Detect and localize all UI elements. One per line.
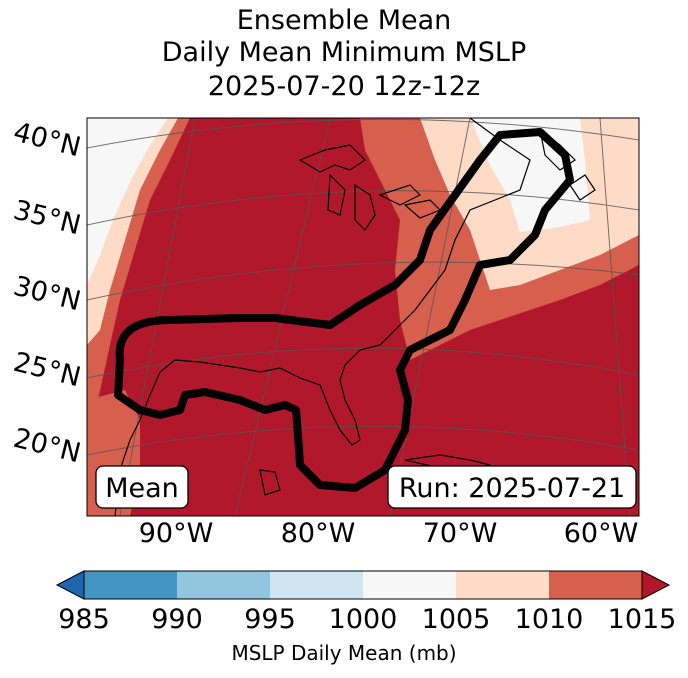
mean-label: Mean [105, 473, 179, 504]
colorbar-extend-high [641, 570, 671, 600]
colorbar-tick-1015: 1015 [607, 604, 677, 635]
colorbar-swatch-1000-1005 [363, 571, 456, 599]
colorbar-tick-985: 985 [58, 604, 110, 635]
chart-title-line-1: Ensemble Mean [236, 5, 452, 36]
colorbar-extend-low [55, 570, 85, 600]
colorbar-tick-995: 995 [244, 604, 296, 635]
colorbar-label: MSLP Daily Mean (mb) [231, 641, 457, 665]
lat-label-20: 20°N [10, 423, 84, 470]
colorbar [55, 570, 671, 600]
lon-label-70w: 70°W [423, 518, 498, 549]
colorbar-swatch-995-1000 [270, 571, 363, 599]
colorbar-frame [83, 570, 643, 600]
colorbar-swatch-985-990 [84, 571, 177, 599]
colorbar-tick-990: 990 [151, 604, 203, 635]
lon-label-80w: 80°W [281, 518, 356, 549]
mslp-field [87, 118, 639, 516]
lat-label-40: 40°N [10, 117, 84, 164]
run-annotation: Run: 2025-07-21 [387, 465, 637, 509]
band-995-1000-west [87, 118, 168, 285]
ensemble-outline [114, 128, 574, 492]
lon-label-90w: 90°W [139, 518, 214, 549]
latitude-labels: 40°N 35°N 30°N 25°N 20°N [10, 117, 84, 470]
lat-label-25: 25°N [10, 347, 84, 394]
chart-title-line-2: Daily Mean Minimum MSLP [161, 37, 527, 68]
chart-title-line-3: 2025-07-20 12z-12z [207, 71, 481, 102]
colorbar-tick-1010: 1010 [514, 604, 584, 635]
longitude-labels: 90°W 80°W 70°W 60°W [139, 518, 639, 549]
colorbar-swatch-1005-1010 [456, 571, 549, 599]
colorbar-swatch-990-995 [177, 571, 270, 599]
mean-annotation: Mean [95, 465, 189, 509]
lat-label-35: 35°N [10, 195, 84, 242]
map-frame [86, 117, 640, 517]
lon-label-60w: 60°W [564, 518, 639, 549]
colorbar-tick-1005: 1005 [421, 604, 491, 635]
colorbar-tick-1000: 1000 [328, 604, 398, 635]
run-label: Run: 2025-07-21 [399, 473, 625, 504]
lat-label-30: 30°N [10, 271, 84, 318]
colorbar-swatch-1010-1015 [549, 571, 642, 599]
